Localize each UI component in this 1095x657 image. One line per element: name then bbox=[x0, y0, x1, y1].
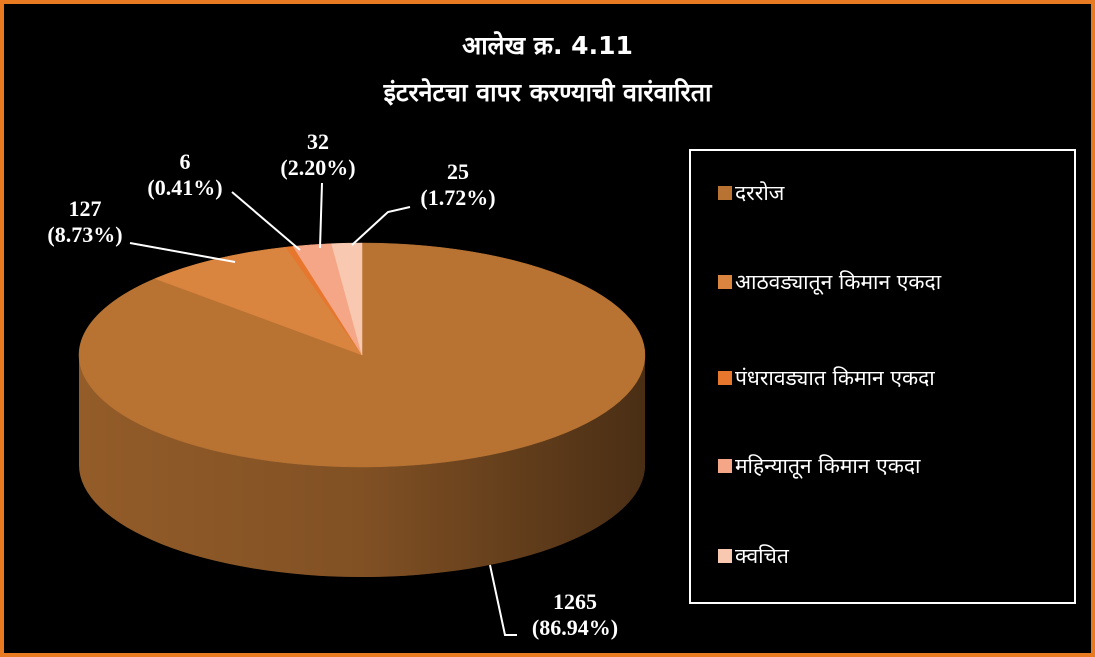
legend-swatch bbox=[718, 549, 732, 563]
leader-line bbox=[231, 191, 301, 251]
data-label: 6 (0.41%) bbox=[147, 149, 223, 200]
chart-subtitle: इंटरनेटचा वापर करण्याची वारंवारिता bbox=[383, 78, 712, 107]
leader-line bbox=[129, 242, 236, 263]
data-label: 25 (1.72%) bbox=[420, 159, 496, 210]
leader-line bbox=[351, 206, 411, 246]
data-label: 1265 (86.94%) bbox=[531, 589, 619, 640]
slice-side-shade bbox=[79, 355, 645, 577]
data-label: 127 (8.73%) bbox=[47, 196, 123, 247]
legend-box bbox=[689, 149, 1076, 604]
legend-label: पंधरावड्यात किमान एकदा bbox=[735, 366, 935, 390]
legend-label: क्वचित bbox=[735, 544, 789, 568]
legend-label: दररोज bbox=[735, 181, 785, 205]
leader-line bbox=[489, 564, 517, 636]
legend-swatch bbox=[718, 186, 732, 200]
chart-title: आलेख क्र. 4.11 bbox=[462, 31, 633, 60]
legend-swatch bbox=[718, 371, 732, 385]
slice bbox=[331, 242, 363, 356]
legend-label: महिन्यातून किमान एकदा bbox=[735, 454, 921, 478]
legend-label: आठवड्यातून किमान एकदा bbox=[735, 270, 942, 294]
leader-line bbox=[319, 182, 323, 249]
legend-swatch bbox=[718, 459, 732, 473]
legend-swatch bbox=[718, 275, 732, 289]
data-label: 32 (2.20%) bbox=[280, 129, 356, 180]
